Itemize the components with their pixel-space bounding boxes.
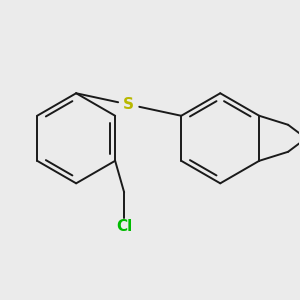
Text: S: S xyxy=(123,97,134,112)
Text: Cl: Cl xyxy=(116,219,132,234)
